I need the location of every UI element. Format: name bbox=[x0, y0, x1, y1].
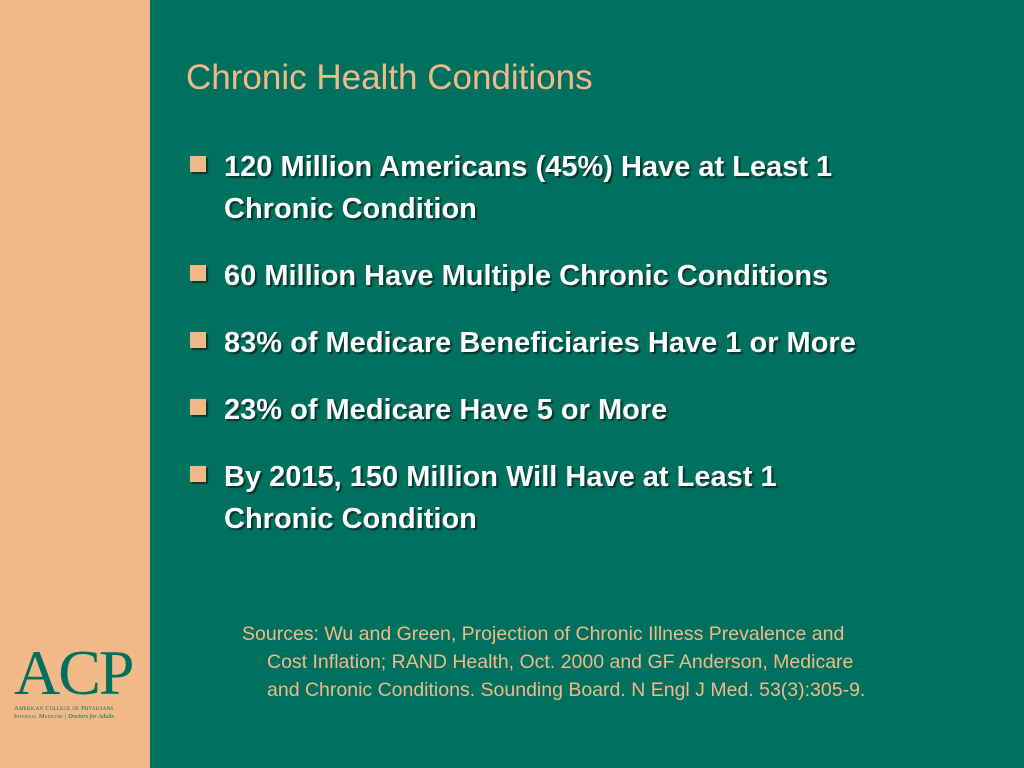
sidebar-divider bbox=[150, 0, 153, 768]
bullet-item: 120 Million Americans (45%) Have at Leas… bbox=[186, 146, 996, 230]
bullet-text-line: Chronic Condition bbox=[224, 503, 477, 535]
square-bullet-icon bbox=[190, 332, 206, 348]
source-line: Cost Inflation; RAND Health, Oct. 2000 a… bbox=[267, 651, 854, 673]
bullet-text-line: 60 Million Have Multiple Chronic Conditi… bbox=[224, 260, 829, 292]
slide-title: Chronic Health Conditions bbox=[186, 58, 593, 97]
bullet-item: 83% of Medicare Beneficiaries Have 1 or … bbox=[186, 322, 996, 364]
logo-org-name: American College of Physicians bbox=[14, 705, 114, 712]
bullet-list: 120 Million Americans (45%) Have at Leas… bbox=[186, 146, 996, 540]
sources-citation: Sources: Wu and Green, Projection of Chr… bbox=[242, 620, 982, 704]
bullet-text-line: 120 Million Americans (45%) Have at Leas… bbox=[224, 151, 833, 183]
logo-institution: Internal Medicine bbox=[14, 713, 63, 720]
bullet-text-line: Chronic Condition bbox=[224, 193, 477, 225]
logo-tagline: Doctors for Adults bbox=[68, 713, 115, 720]
square-bullet-icon bbox=[190, 399, 206, 415]
bullet-item: 23% of Medicare Have 5 or More bbox=[186, 389, 996, 431]
square-bullet-icon bbox=[190, 156, 206, 172]
bullet-item: 60 Million Have Multiple Chronic Conditi… bbox=[186, 255, 996, 297]
source-line: and Chronic Conditions. Sounding Board. … bbox=[267, 679, 866, 701]
square-bullet-icon bbox=[190, 265, 206, 281]
bullet-text-line: By 2015, 150 Million Will Have at Least … bbox=[224, 461, 777, 493]
logo-tagline-row: Internal Medicine | Doctors for Adults bbox=[14, 713, 148, 720]
source-line: Sources: Wu and Green, Projection of Chr… bbox=[242, 623, 845, 645]
logo-separator: | bbox=[64, 713, 67, 720]
logo-mark: ACP bbox=[14, 637, 135, 708]
square-bullet-icon bbox=[190, 466, 206, 482]
bullet-item: By 2015, 150 Million Will Have at Least … bbox=[186, 456, 996, 540]
acp-logo: ACP American College of Physicians Inter… bbox=[14, 637, 148, 721]
sidebar-panel bbox=[0, 0, 150, 768]
bullet-text-line: 83% of Medicare Beneficiaries Have 1 or … bbox=[224, 327, 856, 359]
bullet-text-line: 23% of Medicare Have 5 or More bbox=[224, 394, 668, 426]
